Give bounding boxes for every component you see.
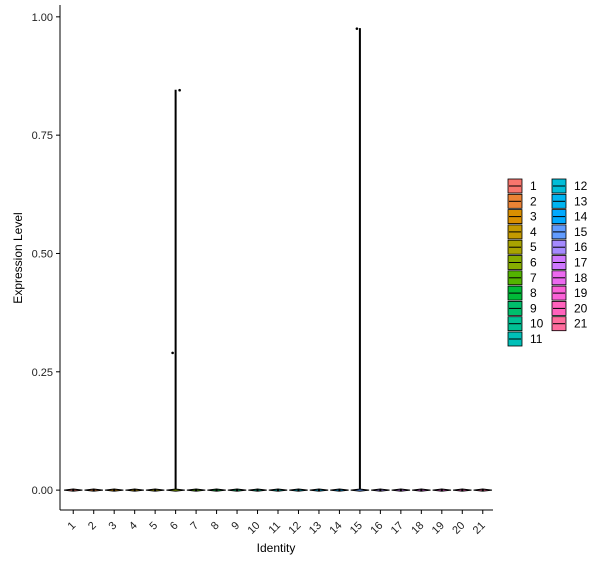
violin-body bbox=[248, 488, 267, 492]
x-tick-label: 7 bbox=[188, 520, 201, 533]
x-tick-label: 10 bbox=[245, 520, 262, 537]
legend-label: 4 bbox=[530, 225, 537, 239]
violin bbox=[473, 488, 493, 492]
violin bbox=[84, 488, 103, 492]
violin bbox=[350, 28, 370, 492]
legend-label: 7 bbox=[530, 271, 537, 285]
x-tick-label: 9 bbox=[229, 520, 242, 533]
violin-body bbox=[350, 28, 370, 492]
legend-label: 8 bbox=[530, 286, 537, 300]
violin-body bbox=[391, 488, 411, 492]
x-tick-label: 4 bbox=[127, 520, 140, 533]
legend-label: 19 bbox=[574, 286, 588, 300]
legend-label: 9 bbox=[530, 301, 537, 315]
violin bbox=[104, 488, 124, 492]
point bbox=[178, 88, 181, 92]
violin-body bbox=[371, 488, 390, 492]
x-tick-label: 12 bbox=[286, 520, 303, 537]
violin-body bbox=[453, 488, 472, 492]
violin bbox=[145, 488, 165, 492]
legend-label: 15 bbox=[574, 225, 588, 239]
y-tick-label: 0.00 bbox=[32, 485, 53, 497]
violin bbox=[63, 488, 83, 492]
violin bbox=[371, 488, 390, 492]
violin bbox=[166, 89, 185, 492]
point bbox=[171, 351, 174, 355]
legend-label: 2 bbox=[530, 194, 537, 208]
violin-body bbox=[63, 488, 83, 492]
violin-body bbox=[473, 488, 493, 492]
violin bbox=[391, 488, 411, 492]
x-tick-label: 5 bbox=[147, 520, 160, 533]
violin bbox=[432, 488, 452, 492]
violin-body bbox=[186, 488, 206, 492]
legend-label: 10 bbox=[530, 317, 544, 331]
violin-body bbox=[432, 488, 452, 492]
violin-body bbox=[268, 488, 288, 492]
x-tick-label: 8 bbox=[209, 520, 222, 533]
violin bbox=[309, 488, 329, 492]
violin-body bbox=[207, 488, 226, 492]
y-tick-label: 0.25 bbox=[32, 367, 53, 379]
legend-label: 11 bbox=[530, 332, 543, 346]
x-tick-label: 20 bbox=[450, 520, 467, 537]
legend-label: 1 bbox=[530, 179, 537, 193]
x-tick-label: 14 bbox=[327, 520, 344, 537]
legend-label: 14 bbox=[574, 210, 588, 224]
legend-label: 17 bbox=[574, 256, 588, 270]
x-tick-label: 17 bbox=[389, 520, 406, 537]
x-tick-label: 2 bbox=[86, 520, 99, 533]
y-tick-label: 1.00 bbox=[32, 12, 53, 24]
legend-label: 12 bbox=[574, 179, 588, 193]
violin-body bbox=[330, 488, 349, 492]
violin-body bbox=[227, 488, 247, 492]
violin-body bbox=[412, 488, 431, 492]
legend-label: 21 bbox=[574, 317, 588, 331]
legend-label: 13 bbox=[574, 194, 588, 208]
legend-label: 20 bbox=[574, 301, 588, 315]
x-tick-label: 19 bbox=[430, 520, 447, 537]
violin bbox=[268, 488, 288, 492]
violin-body bbox=[84, 488, 103, 492]
legend-label: 6 bbox=[530, 256, 537, 270]
y-tick-label: 0.50 bbox=[32, 248, 53, 260]
x-tick-label: 11 bbox=[267, 520, 284, 537]
point bbox=[355, 27, 359, 30]
legend-label: 16 bbox=[574, 240, 588, 254]
violin bbox=[412, 488, 431, 492]
violin bbox=[248, 488, 267, 492]
violin bbox=[453, 488, 472, 492]
legend-label: 3 bbox=[530, 210, 537, 224]
violin bbox=[289, 488, 308, 492]
x-tick-label: 1 bbox=[66, 520, 79, 533]
x-tick-label: 3 bbox=[106, 520, 119, 533]
violin bbox=[227, 488, 247, 492]
violin bbox=[330, 488, 349, 492]
violin-body bbox=[145, 488, 165, 492]
x-tick-label: 18 bbox=[409, 520, 426, 537]
violin-body bbox=[289, 488, 308, 492]
x-tick-label: 13 bbox=[307, 520, 324, 537]
violin bbox=[207, 488, 226, 492]
x-tick-label: 16 bbox=[368, 520, 385, 537]
y-axis-label: Expression Level bbox=[11, 212, 25, 303]
x-tick-label: 15 bbox=[348, 520, 365, 537]
y-tick-label: 0.75 bbox=[32, 130, 53, 142]
violin bbox=[186, 488, 206, 492]
x-tick-label: 6 bbox=[168, 520, 181, 533]
violin-body bbox=[125, 488, 144, 492]
legend-label: 18 bbox=[574, 271, 588, 285]
violin-body bbox=[104, 488, 124, 492]
x-tick-label: 21 bbox=[471, 520, 488, 537]
violin-body bbox=[166, 89, 185, 492]
violin bbox=[125, 488, 144, 492]
violin-body bbox=[309, 488, 329, 492]
x-axis-label: Identity bbox=[257, 541, 296, 555]
legend-label: 5 bbox=[530, 240, 537, 254]
